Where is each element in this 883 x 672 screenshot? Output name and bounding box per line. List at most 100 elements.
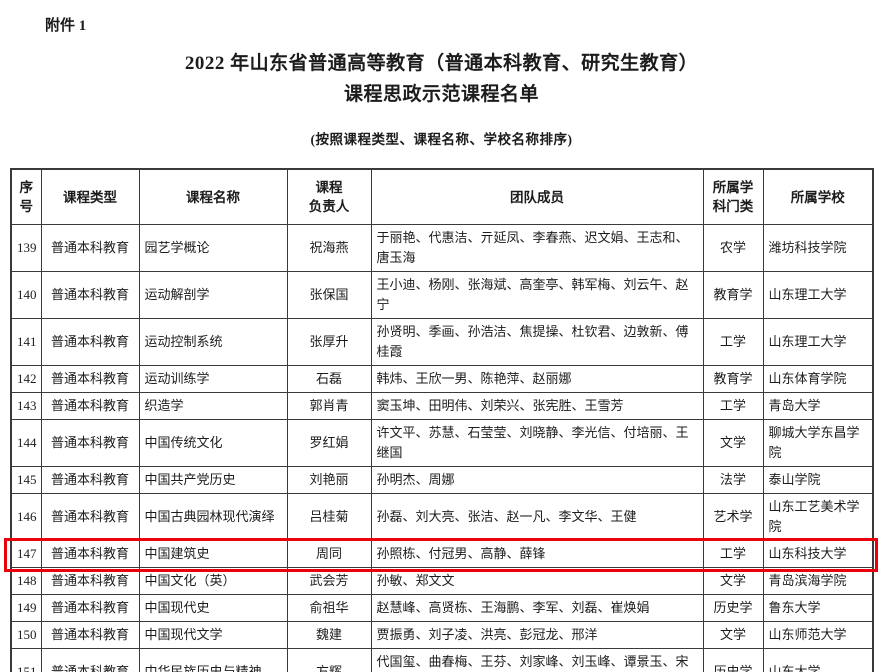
table-row: 145 普通本科教育 中国共产党历史 刘艳丽 孙明杰、周娜 法学 泰山学院 xyxy=(10,466,874,494)
cell-course-leader: 刘艳丽 xyxy=(286,466,372,494)
table-row: 144 普通本科教育 中国传统文化 罗红娟 许文平、苏慧、石莹莹、刘晓静、李光信、付培丽… xyxy=(10,419,874,467)
col-header-discipline: 所属学 科门类 xyxy=(702,168,764,225)
cell-course-name: 园艺学概论 xyxy=(138,224,288,272)
col-header-course-type: 课程类型 xyxy=(40,168,140,225)
cell-school: 泰山学院 xyxy=(762,466,874,494)
table-row: 143 普通本科教育 织造学 郭肖青 窦玉坤、田明伟、刘荣兴、张宪胜、王雪芳 工学 青岛大学 xyxy=(10,392,874,420)
cell-course-name: 中国文化（英） xyxy=(138,567,288,595)
cell-course-name: 织造学 xyxy=(138,392,288,420)
cell-course-leader: 周同 xyxy=(286,540,372,568)
cell-course-name: 中国共产党历史 xyxy=(138,466,288,494)
cell-course-leader: 石磊 xyxy=(286,365,372,393)
table-header-row: 序 号课程类型 课程名称 课程 负责人 团队成员 所属学 科门类 所属学校 xyxy=(10,168,874,225)
document-title-line2: 课程思政示范课程名单 xyxy=(343,84,539,105)
cell-team-members: 代国玺、曲春梅、王芬、刘家峰、刘玉峰、谭景玉、宋弘 xyxy=(370,648,704,672)
cell-discipline: 文学 xyxy=(702,621,764,649)
table-row: 140 普通本科教育 运动解剖学 张保国 王小迪、杨刚、张海斌、高奎亭、韩军梅、刘云午、… xyxy=(10,271,874,319)
table-row: 147 普通本科教育 中国建筑史 周同 孙照栋、付冠男、高静、薛锋 工学 山东科技大学 xyxy=(10,540,874,568)
cell-school: 山东理工大学 xyxy=(762,318,874,366)
col-header-school: 所属学校 xyxy=(762,168,874,225)
cell-discipline: 法学 xyxy=(702,466,764,494)
cell-serial: 141 xyxy=(10,318,42,366)
cell-team-members: 孙照栋、付冠男、高静、薛锋 xyxy=(370,540,704,568)
cell-school: 山东师范大学 xyxy=(762,621,874,649)
cell-serial: 149 xyxy=(10,594,42,622)
cell-course-type: 普通本科教育 xyxy=(40,365,140,393)
cell-course-name: 运动训练学 xyxy=(138,365,288,393)
cell-team-members: 窦玉坤、田明伟、刘荣兴、张宪胜、王雪芳 xyxy=(370,392,704,420)
cell-school: 聊城大学东昌学院 xyxy=(762,419,874,467)
cell-course-name: 中国古典园林现代演绎 xyxy=(138,493,288,541)
cell-course-type: 普通本科教育 xyxy=(40,318,140,366)
cell-serial: 146 xyxy=(10,493,42,541)
cell-course-type: 普通本科教育 xyxy=(40,466,140,494)
cell-team-members: 王小迪、杨刚、张海斌、高奎亭、韩军梅、刘云午、赵宁 xyxy=(370,271,704,319)
cell-team-members: 孙明杰、周娜 xyxy=(370,466,704,494)
col-header-team-members: 团队成员 xyxy=(370,168,704,225)
document-title: 2022 年山东省普通高等教育（普通本科教育、研究生教育） 课程思政示范课程名单 xyxy=(0,48,883,110)
cell-course-type: 普通本科教育 xyxy=(40,224,140,272)
cell-discipline: 工学 xyxy=(702,318,764,366)
cell-team-members: 孙贤明、季画、孙浩洁、焦提操、杜钦君、边敦新、傅桂霞 xyxy=(370,318,704,366)
cell-school: 青岛滨海学院 xyxy=(762,567,874,595)
cell-course-type: 普通本科教育 xyxy=(40,419,140,467)
cell-discipline: 文学 xyxy=(702,419,764,467)
cell-discipline: 文学 xyxy=(702,567,764,595)
cell-discipline: 艺术学 xyxy=(702,493,764,541)
table-row: 146 普通本科教育 中国古典园林现代演绎 吕桂菊 孙磊、刘大亮、张洁、赵一凡、李文华、… xyxy=(10,493,874,541)
cell-serial: 143 xyxy=(10,392,42,420)
table-row: 142 普通本科教育 运动训练学 石磊 韩炜、王欣一男、陈艳萍、赵丽娜 教育学 山东体育学院 xyxy=(10,365,874,393)
cell-discipline: 历史学 xyxy=(702,648,764,672)
cell-course-leader: 吕桂菊 xyxy=(286,493,372,541)
cell-course-leader: 武会芳 xyxy=(286,567,372,595)
cell-course-leader: 张厚升 xyxy=(286,318,372,366)
cell-serial: 140 xyxy=(10,271,42,319)
cell-discipline: 教育学 xyxy=(702,365,764,393)
cell-team-members: 韩炜、王欣一男、陈艳萍、赵丽娜 xyxy=(370,365,704,393)
table-row: 141 普通本科教育 运动控制系统 张厚升 孙贤明、季画、孙浩洁、焦提操、杜钦君、边敦新… xyxy=(10,318,874,366)
cell-serial: 148 xyxy=(10,567,42,595)
cell-course-name: 中国现代史 xyxy=(138,594,288,622)
cell-serial: 145 xyxy=(10,466,42,494)
cell-school: 山东理工大学 xyxy=(762,271,874,319)
table-row: 150 普通本科教育 中国现代文学 魏建 贾振勇、刘子凌、洪亮、彭冠龙、邢洋 文学 山东师范… xyxy=(10,621,874,649)
document-title-line1: 2022 年山东省普通高等教育（普通本科教育、研究生教育） xyxy=(184,53,699,74)
cell-course-leader: 郭肖青 xyxy=(286,392,372,420)
cell-course-type: 普通本科教育 xyxy=(40,493,140,541)
cell-discipline: 工学 xyxy=(702,540,764,568)
cell-course-name: 中国现代文学 xyxy=(138,621,288,649)
cell-discipline: 教育学 xyxy=(702,271,764,319)
cell-team-members: 孙敏、郑文文 xyxy=(370,567,704,595)
cell-course-name: 中华民族历史与精神 xyxy=(138,648,288,672)
cell-course-leader: 张保国 xyxy=(286,271,372,319)
course-table-wrap: 序 号课程类型 课程名称 课程 负责人 团队成员 所属学 科门类 所属学校 139 普通本科… xyxy=(4,168,878,672)
cell-team-members: 贾振勇、刘子凌、洪亮、彭冠龙、邢洋 xyxy=(370,621,704,649)
attachment-label: 附件 1 xyxy=(45,18,87,34)
cell-school: 山东工艺美术学院 xyxy=(762,493,874,541)
cell-serial: 151 xyxy=(10,648,42,672)
col-header-course-name: 课程名称 xyxy=(138,168,288,225)
cell-course-leader: 俞祖华 xyxy=(286,594,372,622)
table-row: 139 普通本科教育 园艺学概论 祝海燕 于丽艳、代惠洁、亓延凤、李春燕、迟文娟、王志和… xyxy=(10,224,874,272)
cell-course-type: 普通本科教育 xyxy=(40,271,140,319)
cell-serial: 147 xyxy=(10,540,42,568)
col-header-serial: 序 号 xyxy=(10,168,42,225)
cell-course-leader: 祝海燕 xyxy=(286,224,372,272)
cell-course-type: 普通本科教育 xyxy=(40,567,140,595)
cell-serial: 142 xyxy=(10,365,42,393)
cell-discipline: 工学 xyxy=(702,392,764,420)
cell-course-type: 普通本科教育 xyxy=(40,392,140,420)
cell-school: 鲁东大学 xyxy=(762,594,874,622)
course-table: 序 号课程类型 课程名称 课程 负责人 团队成员 所属学 科门类 所属学校 139 普通本科… xyxy=(10,168,874,672)
table-body: 139 普通本科教育 园艺学概论 祝海燕 于丽艳、代惠洁、亓延凤、李春燕、迟文娟、王志和… xyxy=(10,224,874,672)
cell-school: 山东大学 xyxy=(762,648,874,672)
cell-discipline: 农学 xyxy=(702,224,764,272)
cell-course-leader: 魏建 xyxy=(286,621,372,649)
cell-team-members: 许文平、苏慧、石莹莹、刘晓静、李光信、付培丽、王继国 xyxy=(370,419,704,467)
cell-serial: 150 xyxy=(10,621,42,649)
col-header-course-leader: 课程 负责人 xyxy=(286,168,372,225)
cell-team-members: 孙磊、刘大亮、张洁、赵一凡、李文华、王健 xyxy=(370,493,704,541)
cell-course-name: 中国建筑史 xyxy=(138,540,288,568)
table-row: 151 普通本科教育 中华民族历史与精神 方辉 代国玺、曲春梅、王芬、刘家峰、刘玉峰、谭… xyxy=(10,648,874,672)
